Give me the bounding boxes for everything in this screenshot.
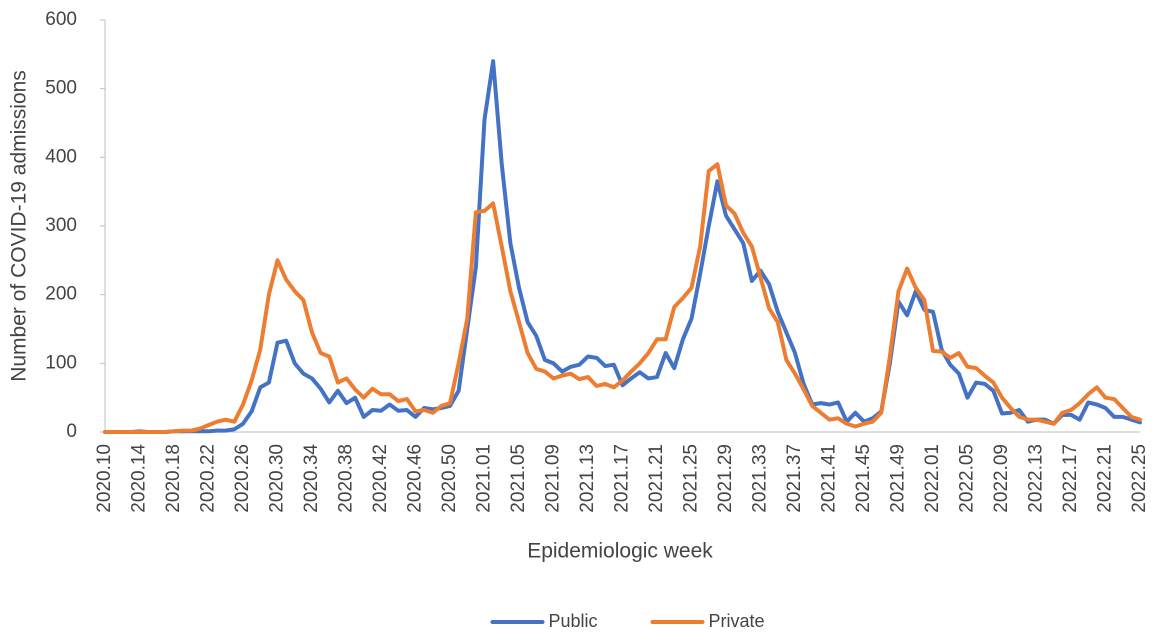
x-tick-label: 2022.05 bbox=[957, 444, 978, 513]
series-line bbox=[103, 162, 1142, 434]
x-tick-label: 2020.18 bbox=[163, 444, 184, 513]
x-tick-label: 2021.29 bbox=[715, 444, 736, 513]
x-tick-label: 2021.41 bbox=[819, 444, 840, 513]
x-tick-label: 2021.21 bbox=[646, 444, 667, 513]
legend-label: Private bbox=[709, 611, 765, 631]
x-tick-label: 2020.10 bbox=[94, 444, 115, 513]
x-tick-label: 2020.34 bbox=[301, 444, 322, 513]
x-axis-title: Epidemiologic week bbox=[527, 540, 713, 563]
x-tick-label: 2022.13 bbox=[1026, 444, 1047, 513]
x-tick-label: 2020.46 bbox=[405, 444, 426, 513]
y-axis-title: Number of COVID-19 admissions bbox=[8, 70, 31, 382]
x-tick-label: 2022.09 bbox=[991, 444, 1012, 513]
series-line bbox=[103, 59, 1142, 434]
x-tick-label: 2020.30 bbox=[267, 444, 288, 513]
x-tick-label: 2020.38 bbox=[336, 444, 357, 513]
x-tick-label: 2020.42 bbox=[370, 444, 391, 513]
legend-label: Public bbox=[549, 611, 598, 631]
y-tick-label: 200 bbox=[45, 284, 77, 305]
x-tick-label: 2021.37 bbox=[784, 444, 805, 513]
y-tick-label: 400 bbox=[45, 146, 77, 167]
x-tick-label: 2022.25 bbox=[1129, 444, 1150, 513]
x-tick-label: 2021.25 bbox=[681, 444, 702, 513]
x-tick-label: 2021.13 bbox=[577, 444, 598, 513]
x-tick-label: 2020.14 bbox=[129, 444, 150, 513]
x-tick-label: 2020.22 bbox=[198, 444, 219, 513]
x-tick-label: 2022.21 bbox=[1095, 444, 1116, 513]
x-tick-label: 2021.45 bbox=[853, 444, 874, 513]
x-tick-label: 2021.49 bbox=[888, 444, 909, 513]
y-tick-label: 100 bbox=[45, 352, 77, 373]
x-tick-label: 2022.01 bbox=[922, 444, 943, 513]
x-tick-label: 2021.05 bbox=[508, 444, 529, 513]
x-tick-label: 2020.26 bbox=[232, 444, 253, 513]
x-tick-label: 2021.01 bbox=[474, 444, 495, 513]
y-tick-label: 300 bbox=[45, 215, 77, 236]
x-tick-label: 2020.50 bbox=[439, 444, 460, 513]
x-tick-label: 2021.17 bbox=[612, 444, 633, 513]
y-tick-label: 600 bbox=[45, 9, 77, 30]
y-tick-label: 0 bbox=[66, 421, 77, 442]
y-tick-label: 500 bbox=[45, 78, 77, 99]
x-tick-label: 2022.17 bbox=[1060, 444, 1081, 513]
x-tick-label: 2021.09 bbox=[543, 444, 564, 513]
x-tick-label: 2021.33 bbox=[750, 444, 771, 513]
